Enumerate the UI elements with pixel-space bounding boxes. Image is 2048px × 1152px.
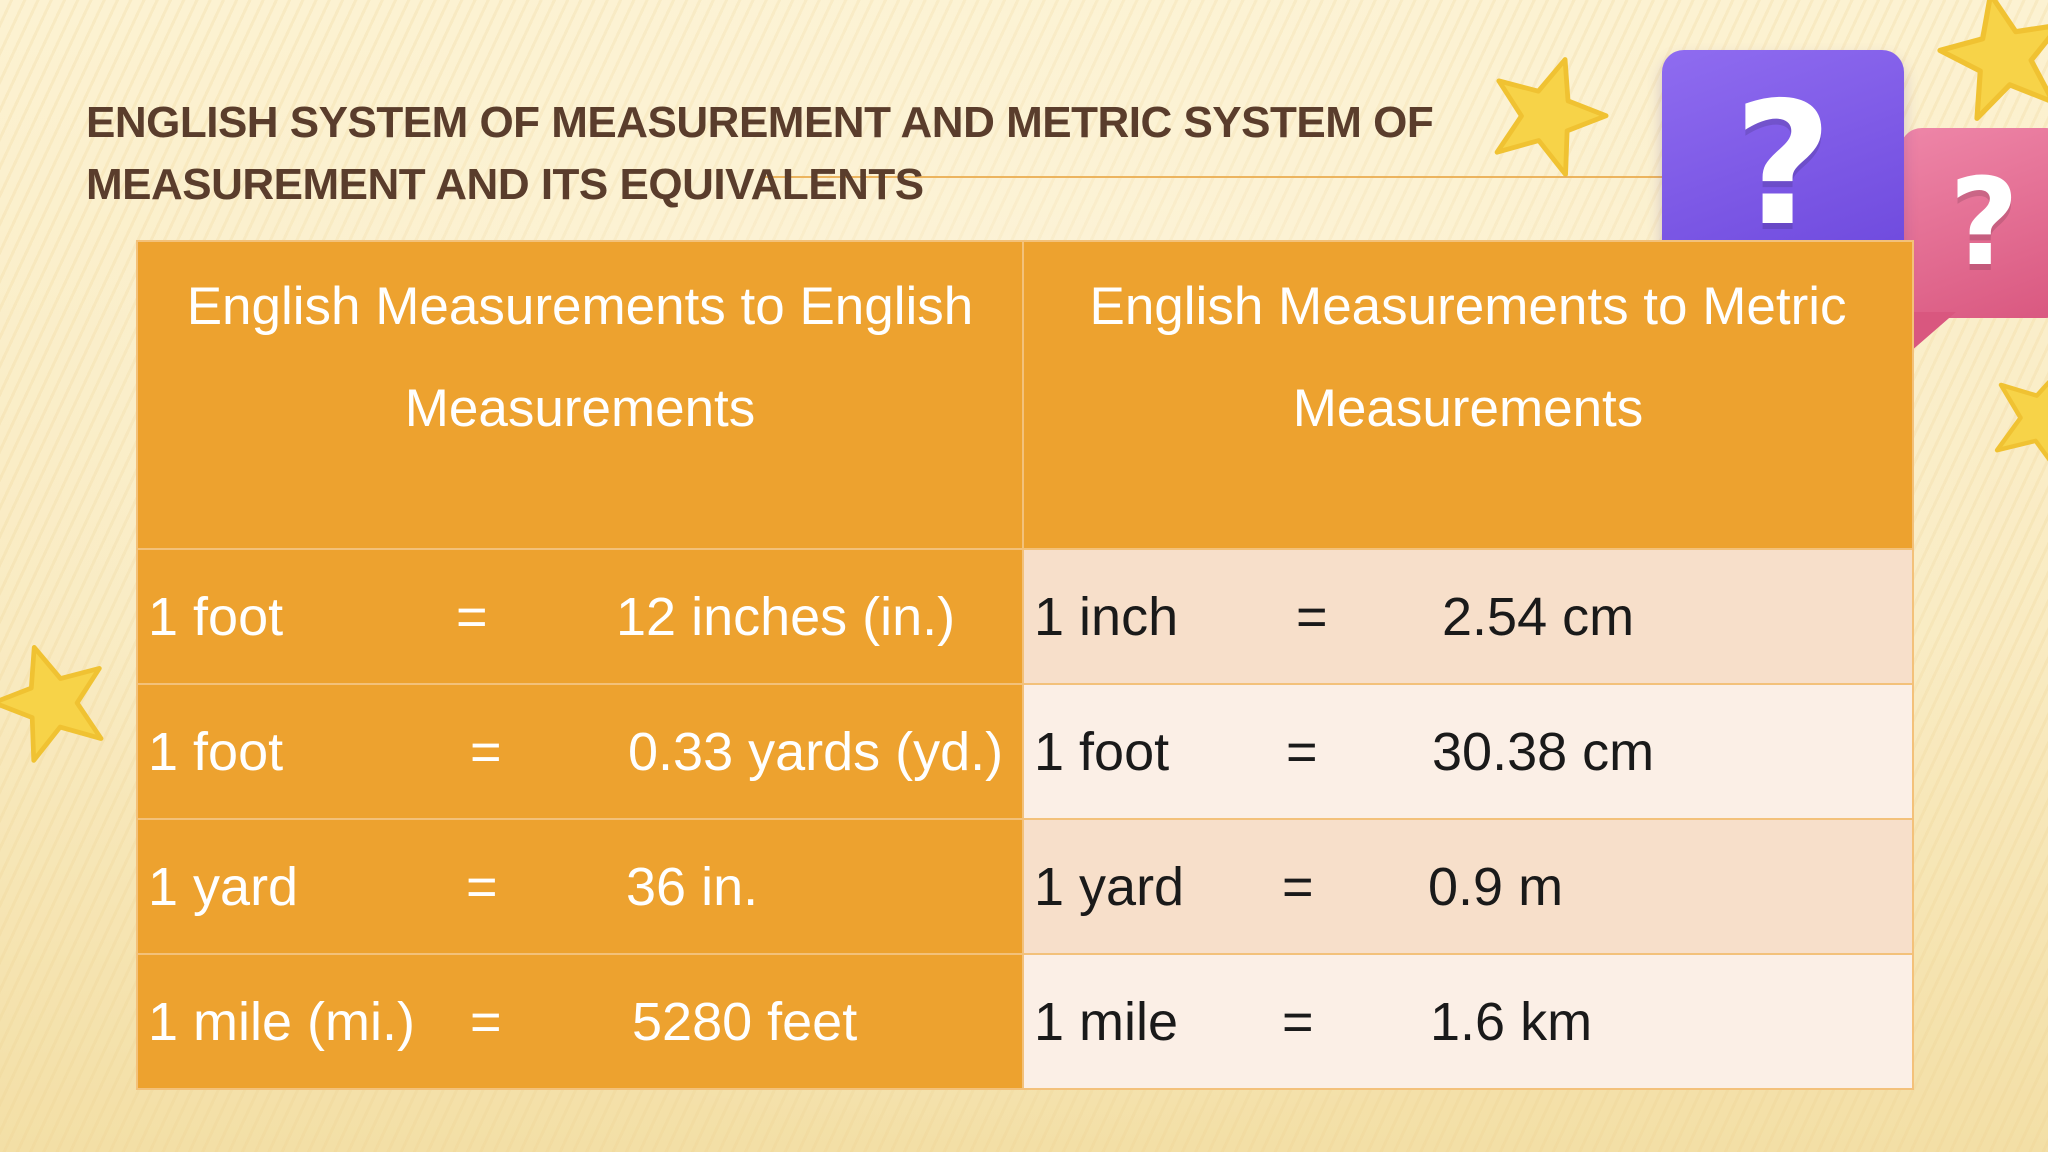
equals-sign: = xyxy=(1282,856,1314,917)
question-bubble-pink-icon: ? xyxy=(1900,128,2048,352)
star-icon xyxy=(1472,36,1623,187)
star-icon xyxy=(0,625,125,774)
question-mark-icon: ? xyxy=(1733,66,1833,264)
slide-title: English System of Measurement and Metric… xyxy=(86,98,1434,209)
title-underline xyxy=(760,176,1720,178)
unit-value: 1.6 km xyxy=(1430,991,1593,1052)
unit-label: 1 foot xyxy=(1034,721,1170,782)
unit-label: 1 mile xyxy=(1034,991,1179,1052)
unit-label: 1 mile (mi.) xyxy=(148,991,415,1052)
equals-sign: = xyxy=(456,586,488,647)
equivalents-table: English Measurements to English Measurem… xyxy=(136,240,1914,1090)
unit-label: 1 yard xyxy=(1034,856,1185,917)
equals-sign: = xyxy=(1286,721,1318,782)
table-header-row: English Measurements to English Measurem… xyxy=(136,240,1914,550)
unit-value: 2.54 cm xyxy=(1442,586,1635,647)
equals-sign: = xyxy=(470,721,502,782)
header-english-to-metric: English Measurements to Metric Measureme… xyxy=(1022,240,1914,550)
metric-cell: 1 inch = 2.54 cm xyxy=(1022,548,1914,685)
question-mark-icon: ? xyxy=(1949,153,2019,293)
english-cell: 1 foot = 0.33 yards (yd.) xyxy=(136,683,1024,820)
table-row: 1 yard = 36 in. 1 yard = 0.9 m xyxy=(136,818,1914,955)
table-row: 1 foot = 0.33 yards (yd.) 1 foot = 30.38… xyxy=(136,683,1914,820)
bubble-tail xyxy=(1910,312,1956,352)
english-cell: 1 foot = 12 inches (in.) xyxy=(136,548,1024,685)
equals-sign: = xyxy=(1296,586,1328,647)
metric-cell: 1 yard = 0.9 m xyxy=(1022,818,1914,955)
table-row: 1 foot = 12 inches (in.) 1 inch = 2.54 c… xyxy=(136,548,1914,685)
unit-label: 1 inch xyxy=(1034,586,1179,647)
unit-value: 36 in. xyxy=(626,856,759,917)
unit-value: 12 inches (in.) xyxy=(616,586,956,647)
english-cell: 1 mile (mi.) = 5280 feet xyxy=(136,953,1024,1090)
unit-value: 5280 feet xyxy=(632,991,858,1052)
equals-sign: = xyxy=(470,991,502,1052)
unit-value: 0.9 m xyxy=(1428,856,1564,917)
unit-value: 0.33 yards (yd.) xyxy=(628,721,1004,782)
table-row: 1 mile (mi.) = 5280 feet 1 mile = 1.6 km xyxy=(136,953,1914,1090)
header-english-to-english: English Measurements to English Measurem… xyxy=(136,240,1024,550)
unit-label: 1 foot xyxy=(148,586,284,647)
english-cell: 1 yard = 36 in. xyxy=(136,818,1024,955)
equals-sign: = xyxy=(1282,991,1314,1052)
unit-value: 30.38 cm xyxy=(1432,721,1655,782)
metric-cell: 1 foot = 30.38 cm xyxy=(1022,683,1914,820)
equals-sign: = xyxy=(466,856,498,917)
unit-label: 1 yard xyxy=(148,856,299,917)
unit-label: 1 foot xyxy=(148,721,284,782)
metric-cell: 1 mile = 1.6 km xyxy=(1022,953,1914,1090)
measurement-table: English Measurements to English Measurem… xyxy=(136,240,1914,1090)
star-icon xyxy=(1926,0,2048,130)
